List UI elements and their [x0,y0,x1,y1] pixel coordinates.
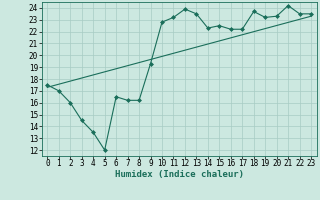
X-axis label: Humidex (Indice chaleur): Humidex (Indice chaleur) [115,170,244,179]
